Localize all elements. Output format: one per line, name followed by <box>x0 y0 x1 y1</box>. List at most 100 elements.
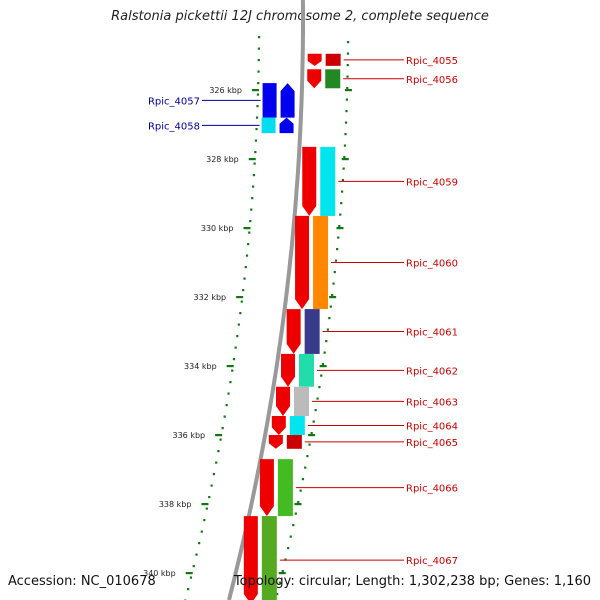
tick-dot <box>187 588 190 591</box>
cog-block <box>261 516 277 600</box>
tick-dot <box>334 259 338 262</box>
tick-dot <box>198 542 201 545</box>
tick-dot <box>249 220 252 223</box>
tick-dot <box>331 294 334 297</box>
tick-dot <box>304 466 307 469</box>
tick-dot <box>340 202 343 205</box>
gene-arrow <box>276 386 291 417</box>
tick-dot <box>294 512 297 515</box>
tick-dot <box>287 547 290 550</box>
tick-dot <box>289 535 292 538</box>
tick-dot <box>189 576 193 579</box>
tick-label: 330 kbp <box>201 224 234 233</box>
tick-dot <box>336 248 339 251</box>
gene-label: Rpic_4058 <box>148 121 200 132</box>
cog-block <box>294 386 310 417</box>
cog-block <box>325 53 341 66</box>
major-tick <box>251 89 259 92</box>
tick-dot <box>257 59 260 62</box>
tick-dot <box>229 381 232 384</box>
gene-label: Rpic_4057 <box>148 96 200 107</box>
gene-arrow <box>268 435 283 449</box>
tick-dot <box>236 335 239 338</box>
gene-arrow <box>280 83 295 118</box>
tick-dot <box>292 524 295 527</box>
tick-dot <box>320 374 323 377</box>
tick-label: 326 kbp <box>209 86 242 95</box>
tick-dot <box>210 484 213 487</box>
tick-dot <box>301 478 305 481</box>
tick-dot <box>232 358 236 361</box>
tick-dot <box>192 565 195 568</box>
gene-label: Rpic_4067 <box>406 556 458 567</box>
major-tick <box>226 365 234 368</box>
tick-label: 328 kbp <box>206 155 239 164</box>
map-title: Ralstonia pickettii 12J chromosome 2, co… <box>111 9 489 24</box>
major-tick <box>278 572 286 575</box>
tick-dot <box>346 87 349 90</box>
cog-block <box>286 435 302 449</box>
tick-dot <box>255 128 258 131</box>
major-tick <box>201 503 209 506</box>
major-tick <box>294 503 302 506</box>
cog-block <box>289 416 305 435</box>
tick-dot <box>253 162 256 165</box>
gene-arrow <box>279 117 294 134</box>
tick-dot <box>321 363 325 366</box>
tick-dot <box>256 105 259 108</box>
major-tick <box>248 158 256 161</box>
major-tick <box>319 365 327 368</box>
tick-dot <box>248 231 251 234</box>
tick-dot <box>326 328 329 331</box>
tick-dot <box>316 397 319 400</box>
cog-block <box>313 215 329 310</box>
tick-dot <box>299 489 302 492</box>
tick-dot <box>227 392 230 395</box>
gene-label: Rpic_4060 <box>406 259 458 270</box>
major-tick <box>243 227 251 230</box>
cog-block <box>262 83 277 118</box>
tick-dot <box>341 179 344 182</box>
tick-dot <box>257 47 261 50</box>
tick-dot <box>256 93 260 96</box>
tick-dot <box>346 75 349 78</box>
cog-block <box>277 459 293 517</box>
tick-dot <box>281 570 284 573</box>
tick-dot <box>195 553 198 556</box>
tick-dot <box>252 174 255 177</box>
tick-dot <box>306 455 309 458</box>
tick-dot <box>242 289 245 292</box>
major-tick <box>185 572 193 575</box>
tick-label: 338 kbp <box>159 500 192 509</box>
tick-dot <box>250 208 253 211</box>
major-tick <box>236 296 244 299</box>
major-tick <box>336 227 344 230</box>
tick-dot <box>243 277 246 280</box>
gene-features: Rpic_4055 Rpic_4056 Rpic_4057 Rpic_4058 Rpic… <box>148 53 458 600</box>
cog-block <box>325 69 341 89</box>
tick-dot <box>257 36 261 39</box>
accession-label: Accession: NC_010678 <box>8 574 156 589</box>
topology-summary: Topology: circular; Length: 1,302,238 bp… <box>233 574 591 589</box>
tick-dot <box>237 323 240 326</box>
gene-label: Rpic_4063 <box>406 397 458 408</box>
tick-dot <box>338 225 341 228</box>
tick-dot <box>234 346 237 349</box>
tick-dot <box>308 443 311 446</box>
tick-dot <box>223 415 226 418</box>
gene-label: Rpic_4064 <box>406 422 458 433</box>
tick-dot <box>314 409 317 412</box>
backbone-arc <box>227 0 305 600</box>
major-tick <box>344 89 352 92</box>
tick-dot <box>212 473 216 476</box>
tick-dot <box>203 519 206 522</box>
gene-arrow <box>243 516 258 600</box>
gene-arrow <box>307 69 322 89</box>
cog-block <box>304 309 320 354</box>
tick-dot <box>244 266 247 269</box>
tick-dot <box>329 305 332 308</box>
tick-dot <box>225 404 228 407</box>
tick-dot <box>344 121 348 124</box>
major-tick <box>341 158 349 161</box>
tick-dot <box>340 190 344 193</box>
